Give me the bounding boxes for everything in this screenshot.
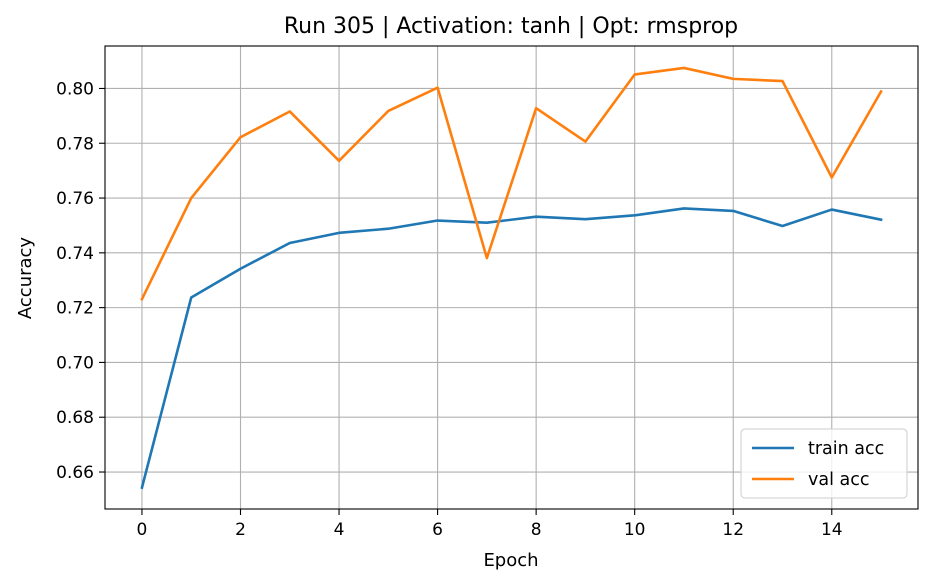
ticks: 0 2 4 6 8 10 12 14 0.66 0.68 0.70 0.72 0.74 0.76 0.78 0… xyxy=(56,79,842,540)
y-tick-label: 0.66 xyxy=(56,463,94,483)
y-tick-label: 0.68 xyxy=(56,408,94,428)
x-tick-label: 4 xyxy=(334,520,345,540)
plot-frame xyxy=(104,45,919,510)
x-tick-label: 8 xyxy=(531,520,542,540)
grid xyxy=(105,46,918,509)
series-group xyxy=(140,66,883,490)
x-tick-label: 6 xyxy=(432,520,443,540)
x-axis-label: Epoch xyxy=(483,550,538,571)
x-tick-label: 12 xyxy=(722,520,744,540)
legend-label-val: val acc xyxy=(808,470,869,490)
legend-label-train: train acc xyxy=(808,439,884,459)
x-tick-label: 14 xyxy=(821,520,843,540)
y-tick-label: 0.80 xyxy=(56,79,94,99)
y-tick-label: 0.76 xyxy=(56,189,94,209)
x-tick-label: 10 xyxy=(624,520,646,540)
y-tick-label: 0.70 xyxy=(56,353,94,373)
x-tick-label: 0 xyxy=(137,520,148,540)
legend-box xyxy=(740,428,908,499)
y-tick-label: 0.74 xyxy=(56,244,94,264)
series-line-val xyxy=(140,66,883,301)
legend: train acc val acc xyxy=(740,428,908,499)
y-tick-label: 0.72 xyxy=(56,299,94,319)
series-line-train xyxy=(140,207,883,490)
y-axis-label: Accuracy xyxy=(15,237,36,320)
chart-title: Run 305 | Activation: tanh | Opt: rmspro… xyxy=(284,14,738,39)
y-tick-label: 0.78 xyxy=(56,134,94,154)
x-tick-label: 2 xyxy=(235,520,246,540)
